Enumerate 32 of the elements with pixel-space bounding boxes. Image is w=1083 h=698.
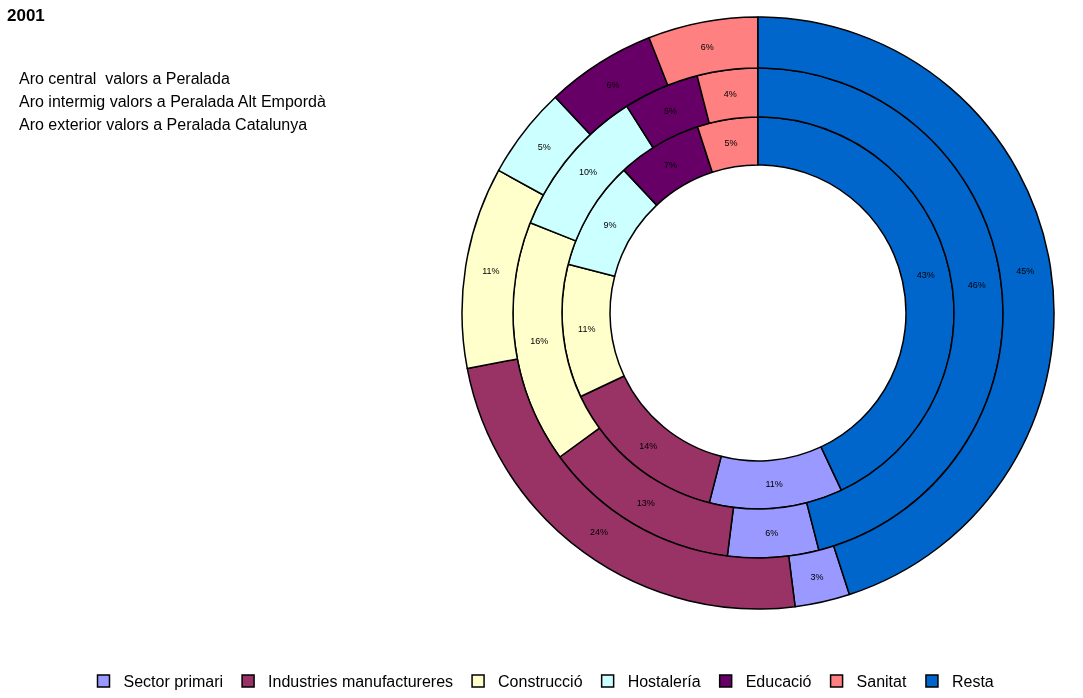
legend-label: Hostalería xyxy=(627,673,701,691)
text: Aro exterior valors a Peralada Catalunya xyxy=(19,116,308,133)
legend-label: Industries manufactureres xyxy=(268,673,454,691)
data-label: 11% xyxy=(578,324,596,335)
data-label: 5% xyxy=(537,142,551,153)
legend-label: Resta xyxy=(951,673,994,691)
data-label: 7% xyxy=(663,159,677,170)
data-label: 3% xyxy=(810,572,824,583)
data-label: 10% xyxy=(579,167,598,178)
data-label: 6% xyxy=(765,528,779,539)
data-label: 4% xyxy=(723,89,737,100)
data-label: 14% xyxy=(639,440,658,451)
data-label: 11% xyxy=(482,265,500,276)
data-label: 9% xyxy=(603,220,617,231)
data-label: 5% xyxy=(663,105,677,116)
data-label: 11% xyxy=(765,479,783,490)
data-label: 45% xyxy=(1016,265,1035,276)
text: Aro intermig valors a Peralada Alt Empordà xyxy=(19,93,326,110)
legend-label: Sector primari xyxy=(123,673,224,691)
legend-label: Construcció xyxy=(498,673,583,691)
legend-label: Sanitat xyxy=(856,673,907,691)
data-label: 13% xyxy=(636,497,655,508)
legend-label: Educació xyxy=(745,673,812,691)
data-label: 43% xyxy=(916,270,935,281)
data-label: 6% xyxy=(700,42,714,53)
data-label: 24% xyxy=(590,526,609,537)
data-label: 6% xyxy=(606,79,620,90)
data-label: 5% xyxy=(724,138,738,149)
chart-title: 2001 xyxy=(7,6,45,25)
data-label: 46% xyxy=(967,280,986,291)
data-label: 16% xyxy=(530,335,549,346)
text: Aro central valors a Peralada xyxy=(19,70,230,87)
